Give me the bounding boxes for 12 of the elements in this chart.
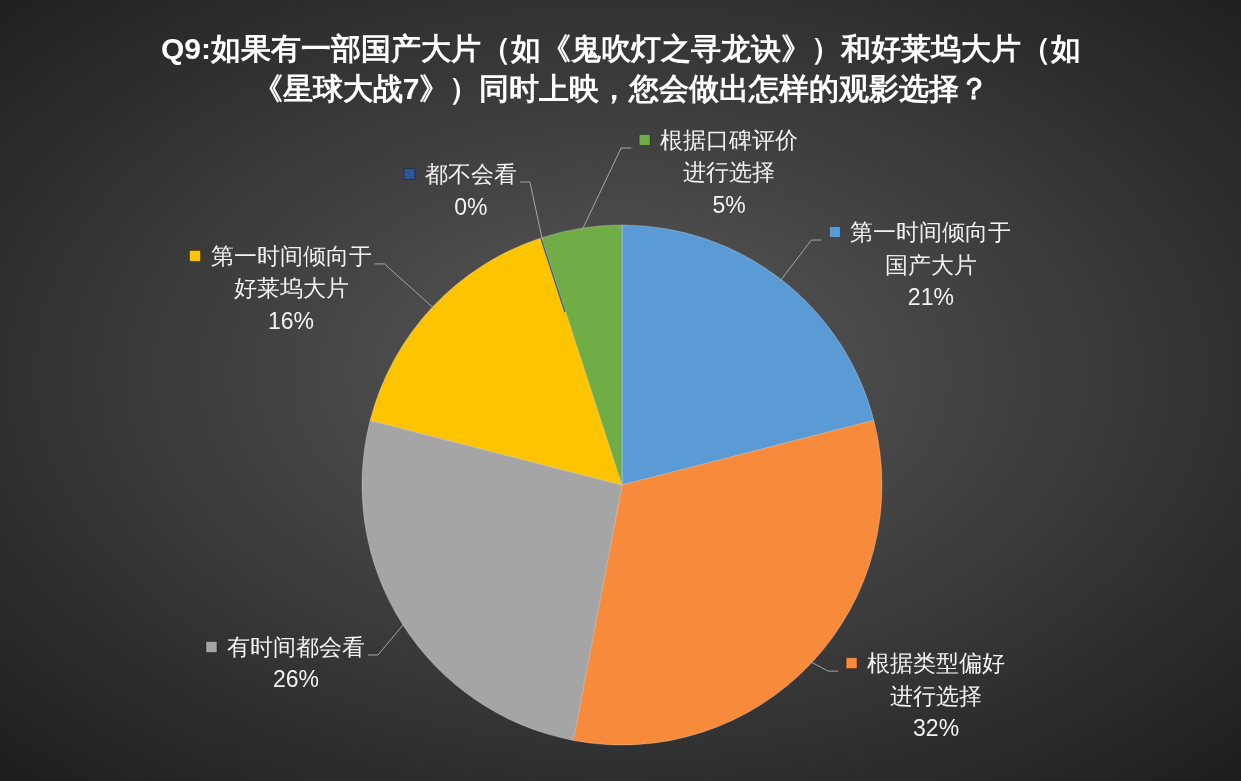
- data-label: 16%: [268, 307, 315, 334]
- data-label: 21%: [907, 284, 954, 311]
- slice-label: 根据类型偏好进行选择: [867, 650, 1006, 709]
- legend-label: 第一时间倾向于国产大片: [850, 219, 1012, 278]
- data-label: 26%: [272, 666, 319, 693]
- data-label: 5%: [712, 191, 746, 218]
- title: Q9:如果有一部国产大片（如《鬼吹灯之寻龙诀》）和好莱坞大片（如《星球大战7》）同时上映，您会做出怎样的观影选择？: [161, 31, 1081, 105]
- legend-label: 都不会看: [424, 161, 517, 188]
- legend-label: 根据口碑评价进行选择: [660, 126, 799, 186]
- data-label: 32%: [913, 715, 960, 742]
- legend-label: 第一时间倾向于好莱坞大片: [210, 242, 372, 302]
- legend-label: 有时间都会看: [226, 633, 365, 660]
